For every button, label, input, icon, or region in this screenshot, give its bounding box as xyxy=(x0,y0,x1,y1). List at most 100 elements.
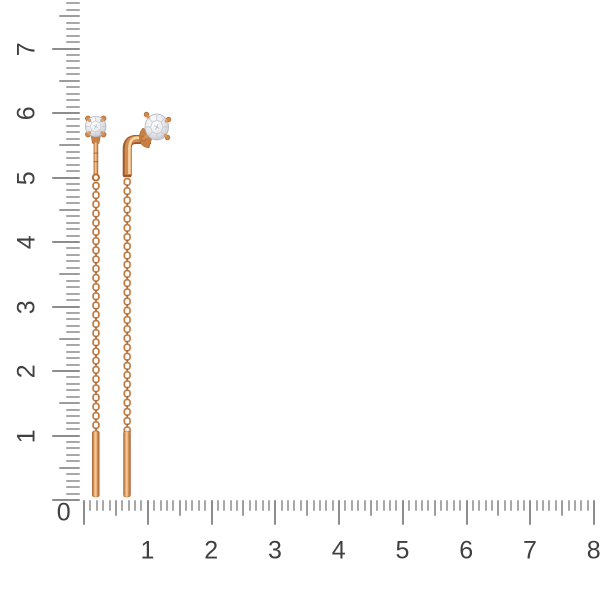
vertical-ruler-tick xyxy=(66,189,80,192)
vertical-ruler-tick xyxy=(66,299,80,302)
vertical-ruler-tick xyxy=(66,41,80,44)
vertical-ruler-tick xyxy=(66,395,80,398)
horizontal-ruler-tick xyxy=(210,500,213,525)
vertical-ruler-tick xyxy=(52,499,80,501)
horizontal-ruler-tick xyxy=(535,500,538,511)
horizontal-ruler-tick xyxy=(529,500,532,525)
horizontal-ruler-tick xyxy=(165,500,168,511)
horizontal-ruler-tick xyxy=(178,500,181,516)
horizontal-ruler-tick xyxy=(401,500,404,525)
horizontal-ruler-number: 6 xyxy=(459,536,474,565)
vertical-ruler-tick xyxy=(66,234,80,237)
horizontal-ruler-tick xyxy=(567,500,570,511)
horizontal-ruler-number: 3 xyxy=(268,536,283,565)
vertical-ruler-tick xyxy=(66,118,80,121)
vertical-ruler-tick xyxy=(66,486,80,489)
left-earring-prong-tips xyxy=(87,118,104,135)
horizontal-ruler-tick xyxy=(459,500,462,511)
vertical-ruler-tick xyxy=(66,137,80,140)
horizontal-ruler-tick xyxy=(223,500,226,511)
left-earring-post xyxy=(93,142,99,174)
horizontal-ruler-tick xyxy=(299,500,302,511)
vertical-ruler-tick xyxy=(66,124,80,127)
horizontal-ruler-tick xyxy=(255,500,258,511)
horizontal-ruler-tick xyxy=(593,500,595,525)
vertical-ruler-tick xyxy=(66,382,80,385)
horizontal-ruler-tick xyxy=(236,500,238,511)
vertical-ruler-tick xyxy=(66,92,80,95)
vertical-ruler-tick xyxy=(66,247,80,250)
horizontal-ruler-tick xyxy=(159,500,162,511)
vertical-ruler-tick xyxy=(66,357,80,360)
vertical-ruler-tick xyxy=(66,473,80,476)
vertical-ruler-tick xyxy=(52,370,80,372)
horizontal-ruler-tick xyxy=(471,500,474,511)
horizontal-ruler-tick xyxy=(427,500,430,511)
vertical-ruler-tick xyxy=(66,344,80,347)
horizontal-ruler-tick xyxy=(306,500,309,516)
horizontal-ruler-tick xyxy=(172,500,175,511)
vertical-ruler-tick xyxy=(66,253,80,256)
vertical-ruler-tick xyxy=(66,376,80,379)
horizontal-ruler-tick xyxy=(248,500,251,511)
vertical-ruler-tick xyxy=(66,163,80,166)
post-groove xyxy=(93,152,99,154)
horizontal-ruler-tick xyxy=(497,500,500,516)
vertical-ruler-tick xyxy=(66,324,80,327)
horizontal-ruler-tick xyxy=(408,500,411,511)
horizontal-ruler-tick xyxy=(440,500,442,511)
vertical-ruler-tick xyxy=(66,202,80,205)
left-earring-chain xyxy=(92,182,100,432)
vertical-ruler-tick xyxy=(52,47,80,50)
horizontal-ruler-tick xyxy=(185,500,187,511)
horizontal-ruler-tick xyxy=(229,500,232,511)
post-groove xyxy=(93,161,99,163)
ruler-origin-label: 0 xyxy=(56,498,72,527)
horizontal-ruler-tick xyxy=(121,500,124,511)
horizontal-ruler-tick xyxy=(554,500,557,511)
vertical-ruler-tick xyxy=(66,415,80,418)
right-earring-drop-bar xyxy=(123,430,131,498)
vertical-ruler-tick xyxy=(59,144,80,147)
horizontal-ruler-tick xyxy=(573,500,576,511)
vertical-ruler-tick xyxy=(66,279,80,282)
horizontal-ruler-tick xyxy=(516,500,519,511)
vertical-ruler-tick xyxy=(66,28,80,31)
vertical-ruler-tick xyxy=(66,105,80,108)
horizontal-ruler-tick xyxy=(191,500,194,511)
horizontal-ruler-tick xyxy=(363,500,366,511)
horizontal-ruler-number: 4 xyxy=(331,536,347,565)
vertical-ruler-tick xyxy=(66,53,80,56)
horizontal-ruler-tick xyxy=(478,500,481,511)
horizontal-ruler-tick xyxy=(140,500,143,511)
horizontal-ruler-tick xyxy=(280,500,283,511)
vertical-ruler-tick xyxy=(66,60,80,63)
horizontal-ruler-tick xyxy=(312,500,315,511)
vertical-ruler-tick xyxy=(59,402,80,405)
horizontal-ruler-tick xyxy=(146,500,149,525)
horizontal-ruler-tick xyxy=(318,500,321,511)
horizontal-ruler-tick xyxy=(586,500,589,511)
horizontal-ruler-tick xyxy=(242,500,245,516)
horizontal-ruler-tick xyxy=(369,500,372,516)
vertical-ruler-tick xyxy=(66,260,80,263)
vertical-ruler-tick xyxy=(66,428,80,431)
horizontal-ruler-tick xyxy=(293,500,296,511)
horizontal-ruler-number: 2 xyxy=(204,536,219,565)
vertical-ruler-tick xyxy=(66,453,80,456)
horizontal-ruler-tick xyxy=(522,500,525,511)
horizontal-ruler-tick xyxy=(267,500,270,511)
horizontal-ruler-tick xyxy=(89,500,92,511)
horizontal-ruler-tick xyxy=(331,500,334,511)
vertical-ruler-tick xyxy=(52,305,80,308)
horizontal-ruler-tick xyxy=(395,500,398,511)
vertical-ruler-tick xyxy=(66,286,80,289)
horizontal-ruler-tick xyxy=(350,500,353,511)
vertical-ruler-tick xyxy=(66,440,80,443)
vertical-ruler-tick xyxy=(66,99,80,102)
vertical-ruler-tick xyxy=(59,79,80,82)
vertical-ruler-tick xyxy=(66,157,80,160)
horizontal-ruler-tick xyxy=(287,500,289,511)
horizontal-ruler-tick xyxy=(274,500,277,525)
right-earring-hook-wire xyxy=(122,135,151,178)
